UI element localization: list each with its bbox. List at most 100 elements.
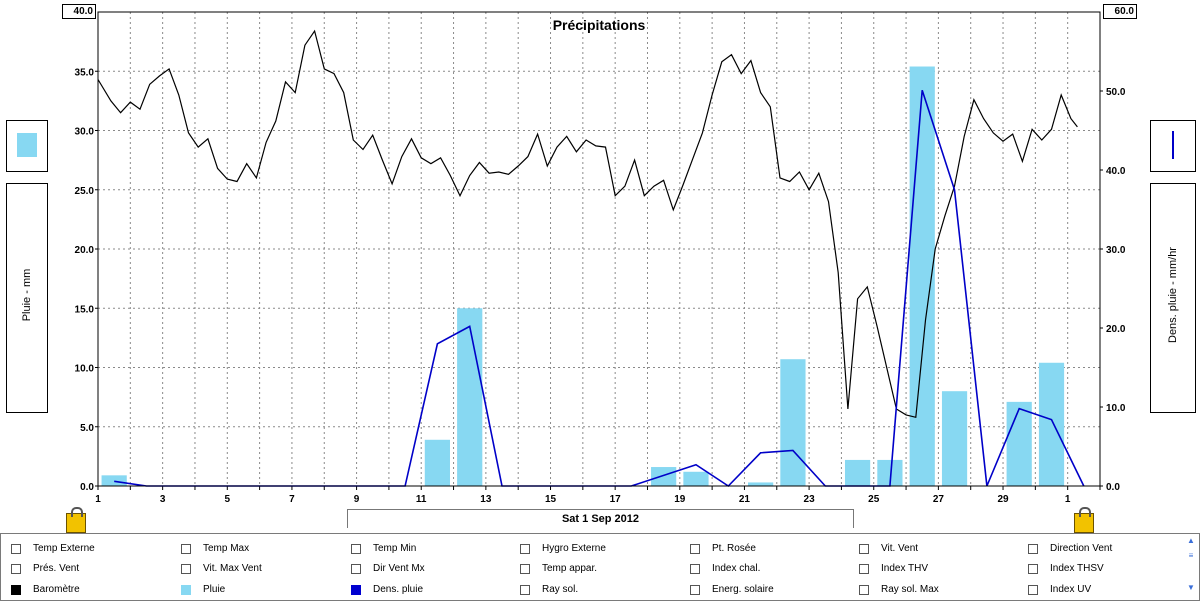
- left-tick-label: 10.0: [75, 364, 95, 375]
- left-tick-label: 35.0: [75, 67, 95, 78]
- right-tick-label: 50.0: [1106, 87, 1126, 98]
- pluie-bar: [651, 467, 677, 486]
- legend-label: Temp Externe: [33, 543, 95, 554]
- legend-checkbox[interactable]: [351, 564, 361, 574]
- scroll-up-icon[interactable]: ▲: [1187, 536, 1195, 545]
- x-tick-label: 9: [354, 494, 360, 505]
- legend-checkbox[interactable]: [351, 544, 361, 554]
- x-tick-label: 27: [933, 494, 945, 505]
- legend-checkbox[interactable]: [859, 585, 869, 595]
- x-tick-label: 1: [95, 494, 101, 505]
- pluie-bar: [683, 471, 709, 486]
- legend-label: Index UV: [1050, 584, 1092, 595]
- pluie-bar: [101, 475, 127, 486]
- legend-label: Index chal.: [712, 563, 761, 574]
- date-range-bar[interactable]: Sat 1 Sep 2012: [347, 509, 854, 528]
- legend-checkbox[interactable]: [690, 585, 700, 595]
- legend-label: Vit. Max Vent: [203, 563, 262, 574]
- legend-item[interactable]: Temp Max: [181, 542, 249, 556]
- right-axis-label: Dens. pluie - mm/hr: [1167, 247, 1179, 343]
- legend-item[interactable]: Prés. Vent: [11, 562, 79, 576]
- left-tick-label: 15.0: [75, 304, 95, 315]
- legend-checkbox[interactable]: [520, 544, 530, 554]
- legend-checkbox[interactable]: [1028, 564, 1038, 574]
- pluie-bar: [748, 482, 774, 486]
- right-tick-label: 20.0: [1106, 324, 1126, 335]
- scroll-down-icon[interactable]: ▼: [1187, 583, 1195, 592]
- legend-item[interactable]: Ray sol. Max: [859, 583, 939, 597]
- pluie-bar: [457, 308, 483, 486]
- legend-checkbox[interactable]: [181, 544, 191, 554]
- legend-checkbox[interactable]: [181, 585, 191, 595]
- left-lock-icon[interactable]: [66, 507, 86, 533]
- legend-checkbox[interactable]: [520, 585, 530, 595]
- right-tick-label: 30.0: [1106, 245, 1126, 256]
- dens-pluie-swatch-panel[interactable]: [1150, 120, 1196, 172]
- pluie-bar: [1006, 401, 1032, 486]
- left-axis-max-box[interactable]: 40.0: [62, 4, 96, 19]
- legend-item[interactable]: Temp Min: [351, 542, 416, 556]
- legend-checkbox[interactable]: [690, 544, 700, 554]
- legend-checkbox[interactable]: [859, 564, 869, 574]
- barometre-line: [97, 29, 1078, 419]
- legend-item[interactable]: Index chal.: [690, 562, 760, 576]
- dens-pluie-line-swatch: [1172, 131, 1174, 159]
- x-tick-label: 7: [289, 494, 295, 505]
- right-lock-icon[interactable]: [1074, 507, 1094, 533]
- x-tick-label: 15: [545, 494, 557, 505]
- legend-checkbox[interactable]: [859, 544, 869, 554]
- legend-checkbox[interactable]: [1028, 585, 1038, 595]
- legend-label: Dir Vent Mx: [373, 563, 425, 574]
- legend-label: Ray sol. Max: [881, 584, 939, 595]
- legend-checkbox[interactable]: [181, 564, 191, 574]
- pluie-swatch-panel[interactable]: [6, 120, 48, 172]
- legend-checkbox[interactable]: [11, 585, 21, 595]
- legend-checkbox[interactable]: [690, 564, 700, 574]
- legend-label: Prés. Vent: [33, 563, 80, 574]
- legend-item[interactable]: Vit. Vent: [859, 542, 918, 556]
- pluie-swatch: [17, 133, 37, 157]
- legend-item[interactable]: Energ. solaire: [690, 583, 774, 597]
- legend-item[interactable]: Hygro Externe: [520, 542, 606, 556]
- right-tick-label: 10.0: [1106, 403, 1126, 414]
- legend-item[interactable]: Temp Externe: [11, 542, 95, 556]
- right-axis-max-box[interactable]: 60.0: [1103, 4, 1137, 19]
- scroll-thumb-icon[interactable]: ≡: [1188, 551, 1194, 560]
- legend-checkbox[interactable]: [351, 585, 361, 595]
- legend-checkbox[interactable]: [11, 564, 21, 574]
- legend-item[interactable]: Pt. Rosée: [690, 542, 756, 556]
- x-tick-label: 19: [674, 494, 686, 505]
- legend-item[interactable]: Pluie: [181, 583, 225, 597]
- legend-item[interactable]: Dir Vent Mx: [351, 562, 425, 576]
- legend-item[interactable]: Vit. Max Vent: [181, 562, 262, 576]
- x-tick-label: 23: [804, 494, 816, 505]
- legend-item[interactable]: Dens. pluie: [351, 583, 423, 597]
- legend-checkbox[interactable]: [520, 564, 530, 574]
- legend-item[interactable]: Temp appar.: [520, 562, 597, 576]
- left-tick-label: 0.0: [80, 482, 94, 493]
- left-tick-label: 20.0: [75, 245, 95, 256]
- pluie-bar: [844, 459, 871, 486]
- legend-scrollbar[interactable]: ▲ ≡ ▼: [1186, 536, 1198, 596]
- legend-label: Direction Vent: [1050, 543, 1113, 554]
- legend-item[interactable]: Direction Vent: [1028, 542, 1112, 556]
- legend-item[interactable]: Index UV: [1028, 583, 1091, 597]
- legend-label: Vit. Vent: [881, 543, 919, 554]
- plot-border: [97, 11, 1101, 487]
- legend-item[interactable]: Index THSV: [1028, 562, 1104, 576]
- x-tick-label: 17: [610, 494, 622, 505]
- x-tick-label: 21: [739, 494, 751, 505]
- x-tick-label: 13: [480, 494, 492, 505]
- legend-label: Temp Min: [373, 543, 417, 554]
- legend-item[interactable]: Baromètre: [11, 583, 80, 597]
- right-axis-label-panel: Dens. pluie - mm/hr: [1150, 183, 1196, 413]
- x-tick-label: 11: [416, 494, 427, 505]
- legend-item[interactable]: Index THV: [859, 562, 928, 576]
- legend-label: Temp Max: [203, 543, 250, 554]
- legend-checkbox[interactable]: [11, 544, 21, 554]
- legend-item[interactable]: Ray sol.: [520, 583, 578, 597]
- left-tick-label: 30.0: [75, 127, 95, 138]
- pluie-bar: [780, 359, 806, 486]
- legend-label: Baromètre: [33, 584, 80, 595]
- legend-checkbox[interactable]: [1028, 544, 1038, 554]
